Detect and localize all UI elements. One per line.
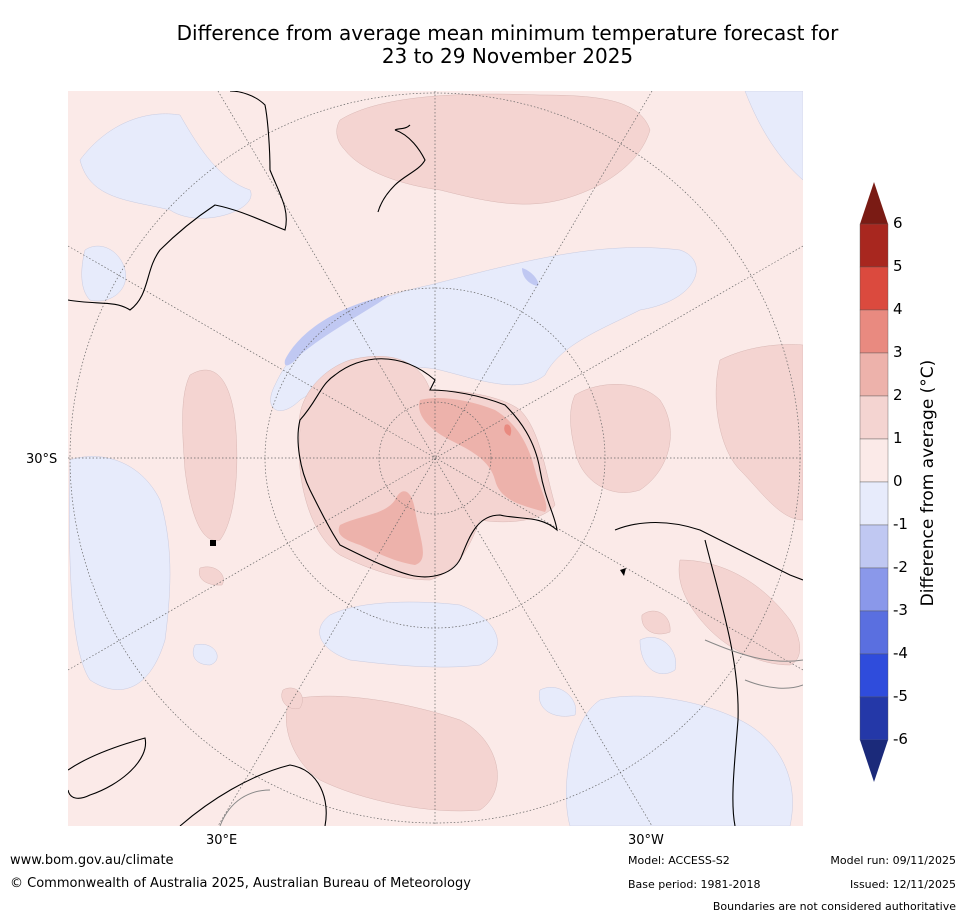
colorbar-tick-label: -4 xyxy=(893,644,908,662)
colorbar-segment-5to6 xyxy=(859,223,889,268)
colorbar-tick-label: 3 xyxy=(893,343,903,361)
colorbar-segment-3to4 xyxy=(859,309,889,354)
coastlines xyxy=(68,91,803,826)
footer-model: Model: ACCESS-S2 xyxy=(628,854,730,867)
colorbar-tick-label: -1 xyxy=(893,515,908,533)
colorbar-segment-1to2 xyxy=(859,395,889,440)
colorbar-segment-m4tom3 xyxy=(859,610,889,655)
footer-url[interactable]: www.bom.gov.au/climate xyxy=(10,853,174,868)
footer-model-run: Model run: 09/11/2025 xyxy=(830,854,956,867)
title-line-2: 23 to 29 November 2025 xyxy=(381,44,634,68)
colorbar-segment-m2tom1 xyxy=(859,524,889,569)
lon-label-30e: 30°E xyxy=(206,833,238,848)
colorbar-tick-label: -5 xyxy=(893,687,908,705)
colorbar-tick-label: -3 xyxy=(893,601,908,619)
colorbar-segment-4to5 xyxy=(859,266,889,311)
lon-label-30w: 30°W xyxy=(628,833,664,848)
colorbar-title: Difference from average (°C) xyxy=(918,359,938,607)
colorbar-extend-low xyxy=(860,740,888,782)
cool-anomaly-regions xyxy=(69,91,803,826)
colorbar-segment-m1to0 xyxy=(859,481,889,526)
footer-issued: Issued: 12/11/2025 xyxy=(849,878,956,891)
colorbar-segment-m6tom5 xyxy=(859,696,889,741)
anomaly-minus-1-to-2 xyxy=(284,295,390,366)
lat-label-30s: 30°S xyxy=(26,452,58,467)
title-line-1: Difference from average mean minimum tem… xyxy=(176,21,839,45)
anomaly-2-to-3 xyxy=(338,398,547,565)
island-marker xyxy=(210,540,216,546)
anomaly-minus-1-to-2-small xyxy=(522,268,539,286)
island-marker xyxy=(620,568,626,576)
colorbar-tick-label: 6 xyxy=(893,214,903,232)
graticule xyxy=(68,91,803,826)
map-title: Difference from average mean minimum tem… xyxy=(60,22,955,68)
colorbar-tick-label: 1 xyxy=(893,429,903,447)
country-boundaries xyxy=(219,639,803,826)
colorbar-segment-m5tom4 xyxy=(859,653,889,698)
colorbar-segment-2to3 xyxy=(859,352,889,397)
colorbar-tick-label: 2 xyxy=(893,386,903,404)
colorbar-extend-high xyxy=(860,182,888,224)
colorbar-tick-label: 4 xyxy=(893,300,903,318)
footer-copyright: © Commonwealth of Australia 2025, Austra… xyxy=(10,876,471,891)
footer-boundaries-note: Boundaries are not considered authoritat… xyxy=(712,900,956,913)
map-panel xyxy=(68,91,803,826)
anomaly-3-to-4 xyxy=(504,424,512,436)
colorbar-tick-label: 0 xyxy=(893,472,903,490)
colorbar-segment-0to1 xyxy=(859,438,889,483)
colorbar xyxy=(859,182,889,782)
colorbar-tick-label: -2 xyxy=(893,558,908,576)
colorbar-segment-m3tom2 xyxy=(859,567,889,612)
footer-base-period: Base period: 1981-2018 xyxy=(628,878,761,891)
colorbar-tick-label: 5 xyxy=(893,257,903,275)
colorbar-tick-label: -6 xyxy=(893,730,908,748)
warm-anomaly-regions xyxy=(182,93,803,812)
